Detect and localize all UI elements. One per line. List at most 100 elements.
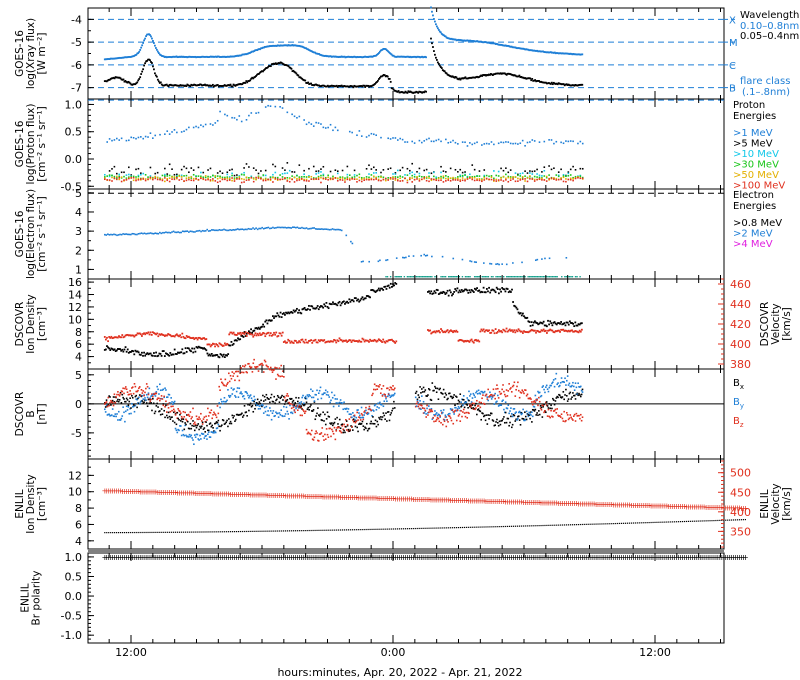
xray-point-0.05-0.4nm <box>293 70 296 73</box>
xray-point-0.05-0.4nm <box>307 81 310 84</box>
proton-point-100MeV <box>577 176 579 179</box>
dscovr-by-point <box>211 431 214 433</box>
dscovr-bz-point <box>301 414 303 417</box>
dscovr-by-point <box>442 409 445 411</box>
dscovr-by-point <box>172 403 174 406</box>
dscovr-density-point <box>387 284 390 287</box>
dscovr-density-point <box>433 290 436 293</box>
dscovr-bx-point <box>290 398 292 400</box>
dscovr-bz-point <box>367 408 370 411</box>
dscovr-by-point <box>227 389 229 391</box>
xray-point-0.05-0.4nm <box>482 74 484 76</box>
dscovr-velocity-point <box>563 330 566 332</box>
dscovr-velocity-point <box>475 338 477 341</box>
dscovr-bz-point <box>233 372 235 375</box>
xray-point-0.10-0.8nm <box>215 56 218 58</box>
dscovr-bz-point <box>347 430 350 433</box>
electron-legend-entry: >4 MeV <box>733 239 773 250</box>
xray-point-0.05-0.4nm <box>296 74 299 76</box>
dscovr-velocity-point <box>158 333 161 336</box>
xray-point-0.05-0.4nm <box>410 91 413 94</box>
dscovr-velocity-point <box>316 341 319 344</box>
dscovr-by-point <box>205 434 207 437</box>
dscovr-bz-point <box>443 420 446 423</box>
electron-point-2MeV <box>145 232 147 235</box>
xray-point-0.05-0.4nm <box>469 76 472 79</box>
dscovr-density-point <box>334 302 337 305</box>
dscovr-velocity-point <box>113 336 116 339</box>
dscovr-bx-point <box>262 400 265 402</box>
proton-point-5MeV <box>308 167 310 170</box>
proton-point-1MeV <box>548 139 550 141</box>
proton-point-5MeV <box>581 167 584 170</box>
dscovr-bz-point <box>552 410 555 412</box>
proton-point-1MeV <box>519 142 522 145</box>
xray-point-0.10-0.8nm <box>114 57 117 60</box>
proton-point-50MeV <box>252 178 255 180</box>
proton-point-5MeV <box>454 168 457 171</box>
dscovr-bz-point <box>202 418 205 420</box>
dscovr-velocity-point <box>135 334 138 336</box>
dscovr-by-point <box>262 412 265 414</box>
electron-point-floor <box>444 276 447 278</box>
dscovr-by-point <box>327 394 330 396</box>
dscovr-by-point <box>511 415 514 418</box>
proton-point-30MeV <box>557 175 560 178</box>
proton-point-100MeV <box>452 179 454 181</box>
dscovr-by-point <box>193 443 195 446</box>
proton-point-100MeV <box>248 179 250 181</box>
dscovr-bz-point <box>133 383 136 385</box>
electron-point-2MeV <box>151 232 153 235</box>
dscovr-bx-point <box>520 411 523 414</box>
dscovr-bz-point <box>537 404 539 407</box>
dscovr-bz-point <box>240 367 242 369</box>
proton-point-50MeV <box>481 178 483 181</box>
dscovr-by-point <box>192 439 194 441</box>
dscovr-density-point <box>250 328 252 331</box>
proton-point-1MeV <box>517 143 519 145</box>
dscovr-velocity-point <box>368 340 370 343</box>
dscovr-bx-point <box>289 397 291 400</box>
dscovr-bx-point <box>187 427 190 430</box>
dscovr-bz-point <box>504 395 507 398</box>
xray-point-0.10-0.8nm <box>306 48 309 51</box>
dscovr-velocity-point <box>313 339 316 342</box>
electron-point-floor <box>498 276 500 278</box>
proton-point-10MeV <box>346 173 349 176</box>
xray-point-0.10-0.8nm <box>152 40 154 42</box>
electron-point-floor <box>429 276 432 278</box>
xray-point-0.10-0.8nm <box>408 56 411 59</box>
dscovr-density-point <box>342 300 345 303</box>
proton-point-1MeV <box>447 141 450 144</box>
proton-point-100MeV <box>574 177 577 180</box>
xray-point-0.10-0.8nm <box>296 44 299 47</box>
proton-point-30MeV <box>286 176 289 179</box>
xray-point-0.10-0.8nm <box>561 52 564 55</box>
proton-point-50MeV <box>514 176 517 178</box>
xray-point-0.05-0.4nm <box>348 85 351 88</box>
dscovr-by-point <box>504 401 507 404</box>
electron-point-2MeV <box>521 261 523 264</box>
dscovr-density-point <box>353 297 356 299</box>
proton-point-1MeV <box>320 123 322 125</box>
xray-point-0.05-0.4nm <box>206 84 208 87</box>
dscovr-density-point <box>148 352 151 355</box>
dscovr-velocity-point <box>275 331 278 334</box>
xray-point-0.05-0.4nm <box>536 80 538 82</box>
ytick-label-dscovr_density: 12 <box>68 301 82 314</box>
xray-point-0.10-0.8nm <box>558 52 561 55</box>
dscovr-bz-point <box>497 397 500 399</box>
dscovr-by-point <box>434 410 436 412</box>
proton-point-1MeV <box>106 141 109 143</box>
dscovr-bz-point <box>157 397 159 400</box>
proton-point-50MeV <box>358 176 361 179</box>
dscovr-by-point <box>175 429 178 432</box>
dscovr-bz-point <box>366 411 369 414</box>
proton-point-30MeV <box>581 176 584 179</box>
dscovr-by-point <box>468 390 470 393</box>
proton-point-100MeV <box>250 176 253 179</box>
xray-point-0.05-0.4nm <box>140 73 143 75</box>
proton-point-30MeV <box>442 176 445 179</box>
electron-point-floor <box>541 276 543 278</box>
proton-point-10MeV <box>104 173 106 176</box>
